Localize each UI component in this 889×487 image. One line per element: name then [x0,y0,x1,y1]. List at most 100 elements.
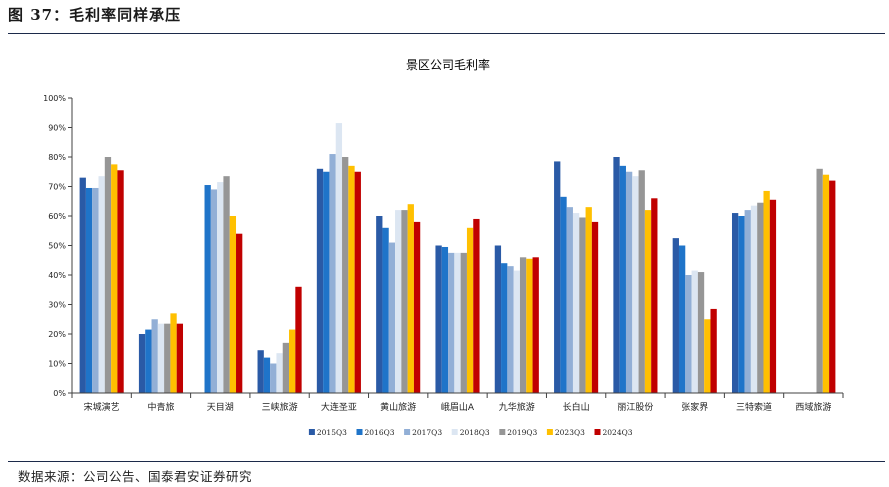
bar [98,176,105,393]
bar [513,270,520,393]
x-category-label: 大连圣亚 [321,401,357,413]
bar [757,202,764,393]
legend-label: 2024Q3 [603,428,633,437]
bar [223,176,230,393]
bar [316,168,324,393]
legend-label: 2015Q3 [317,428,347,437]
y-tick-label: 20% [48,330,66,339]
bar [460,252,467,393]
bar [323,171,330,393]
y-tick-label: 50% [48,242,66,251]
bar [625,171,633,393]
bar [585,207,592,393]
bar [566,207,573,393]
bar [532,257,539,393]
bar [382,227,389,393]
x-category-label: 三特索道 [736,401,772,413]
bar [270,363,277,393]
bar [613,157,620,393]
y-axis: 0% 10% 20% 30% 40% 50% 60% 70% 80% 90% 100% [43,94,73,398]
figure-title: 图 37：毛利率同样承压 [8,6,182,24]
legend-label: 2023Q3 [555,428,585,437]
bar [407,204,414,393]
bar [591,221,599,393]
bar [354,171,361,393]
bar [710,308,717,393]
bar [164,323,171,393]
bar [560,196,567,393]
legend-label: 2016Q3 [365,428,395,437]
bar [151,319,158,393]
x-category-label: 长白山 [563,401,590,413]
bar [731,213,739,393]
bar [257,350,264,393]
bar [454,252,461,393]
bar [494,245,502,393]
bar [170,313,177,393]
bar [672,238,679,393]
bar [282,342,290,393]
legend-swatch [499,429,506,435]
bar [435,245,442,393]
bar [441,246,449,393]
chart-title: 景区公司毛利率 [406,57,490,72]
bar [263,357,271,393]
bar [644,210,652,393]
x-category-label: 宋城演艺 [84,401,120,413]
y-tick-label: 80% [48,153,66,162]
bar [572,213,580,393]
bar [85,187,93,393]
bar [229,216,237,393]
bar [276,353,283,393]
x-category-label: 张家界 [681,401,708,413]
bar [289,329,296,393]
bar [763,190,770,393]
bar [376,216,383,393]
bar [176,323,184,393]
bar [145,329,152,393]
y-tick-label: 0% [53,389,66,398]
legend-label: 2019Q3 [507,428,537,437]
bar [678,245,686,393]
x-category-label: 峨眉山A [441,401,475,413]
bar-chart: 景区公司毛利率 0% 10% 20% 30% 40% 50% 60% 70% 80% 90% 100… [43,57,844,437]
y-tick-label: 90% [48,124,66,133]
bar [519,257,527,393]
legend-swatch [451,429,458,435]
bar [685,275,692,393]
legend-label: 2017Q3 [412,428,442,437]
bar [342,157,349,393]
bar [473,218,480,393]
bar [401,210,408,393]
bar [507,266,514,393]
bar [348,165,355,393]
x-category-label: 三峡旅游 [262,401,298,413]
bar [104,157,112,393]
x-category-label: 天目湖 [207,402,234,413]
bar [750,205,758,393]
y-tick-label: 40% [48,271,66,280]
plot-area [79,123,836,393]
bar [204,185,211,393]
bar [744,210,751,393]
bar [691,270,698,393]
bar [769,199,777,393]
bar [579,217,586,393]
y-tick-label: 100% [43,94,66,103]
x-category-label: 西域旅游 [795,401,831,413]
y-tick-label: 60% [48,212,66,221]
y-tick-label: 10% [48,360,66,369]
bar [554,161,561,393]
legend-swatch [356,429,363,435]
legend: 2015Q3 2016Q3 2017Q3 2018Q3 2019Q3 2023Q3 2024… [308,428,633,437]
bar [448,252,455,393]
bar [619,165,626,393]
bar [526,258,533,393]
source-note: 数据来源：公司公告、国泰君安证券研究 [18,469,253,484]
legend-swatch [546,429,553,435]
bar [295,286,302,393]
bar [210,189,218,393]
x-category-label: 黄山旅游 [380,401,416,413]
legend-label: 2018Q3 [460,428,490,437]
bar [466,227,474,393]
